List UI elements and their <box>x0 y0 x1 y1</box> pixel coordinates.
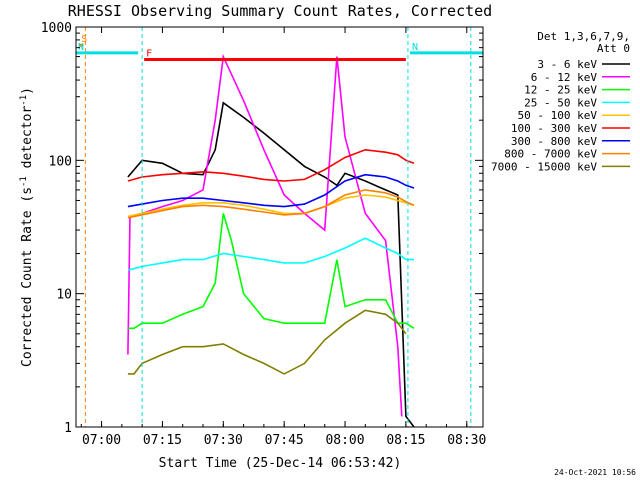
x-tick-label-3: 07:45 <box>265 433 304 448</box>
series-line-1 <box>127 53 403 417</box>
y-tick-label-2: 100 <box>49 154 72 169</box>
legend-label-6: 300 - 800 keV <box>511 135 597 148</box>
y-axis-label-part3: ) <box>20 87 35 95</box>
series-line-2 <box>127 213 415 330</box>
y-axis-label: Corrected Count Rate (s-1 detector-1) <box>19 87 35 367</box>
x-axis: 07:00 07:15 07:30 07:45 08:00 08:15 08:30 <box>80 27 486 448</box>
series-line-4 <box>127 194 415 218</box>
x-tick-label-2: 07:30 <box>204 433 243 448</box>
series-line-5 <box>127 148 415 182</box>
x-tick-label-1: 07:15 <box>143 433 182 448</box>
y-tick-label-1: 10 <box>56 288 72 303</box>
y-tick-label-0: 1 <box>64 421 72 436</box>
x-tick-label-4: 08:00 <box>325 433 364 448</box>
legend-label-3: 25 - 50 keV <box>524 96 597 109</box>
timestamp: 24-Oct-2021 10:56 <box>554 468 636 477</box>
legend-label-2: 12 - 25 keV <box>524 84 597 97</box>
y-axis-label-sup1: -1 <box>19 176 29 187</box>
x-axis-label: Start Time (25-Dec-14 06:53:42) <box>159 456 402 471</box>
flag-label-0: S <box>81 34 87 45</box>
series-line-7 <box>127 189 415 219</box>
x-tick-label-6: 08:30 <box>447 433 486 448</box>
legend-header-line2: Att 0 <box>597 42 630 55</box>
legend-label-0: 3 - 6 keV <box>537 58 597 71</box>
y-axis-label-sup2: -1 <box>19 95 29 106</box>
legend-label-4: 50 - 100 keV <box>518 109 598 122</box>
legend-label-8: 7000 - 15000 keV <box>491 160 597 173</box>
series-line-6 <box>127 173 415 208</box>
plot-area: SN NF <box>76 27 483 428</box>
legend-header-line1: Det 1,3,6,7,9, <box>537 30 630 43</box>
legend-label-7: 800 - 7000 keV <box>504 148 597 161</box>
flag-label-3: F <box>146 49 152 60</box>
y-axis-label-part2: detector <box>20 106 35 177</box>
flag-label-2: N <box>412 42 418 53</box>
legend-label-5: 100 - 300 keV <box>511 122 597 135</box>
x-tick-label-0: 07:00 <box>82 433 121 448</box>
legend-label-1: 6 - 12 keV <box>531 71 598 84</box>
y-axis-label-part1: Corrected Count Rate (s <box>20 187 35 367</box>
series-line-3 <box>127 237 414 271</box>
chart-title: RHESSI Observing Summary Count Rates, Co… <box>68 2 492 20</box>
y-axis: 1 10 100 1000 <box>41 21 483 436</box>
flag-label-1: N <box>78 42 84 53</box>
y-tick-label-3: 1000 <box>41 21 72 36</box>
series-line-0 <box>127 101 415 428</box>
x-tick-label-5: 08:15 <box>386 433 425 448</box>
plot-frame <box>75 26 484 428</box>
series-line-8 <box>127 309 407 375</box>
